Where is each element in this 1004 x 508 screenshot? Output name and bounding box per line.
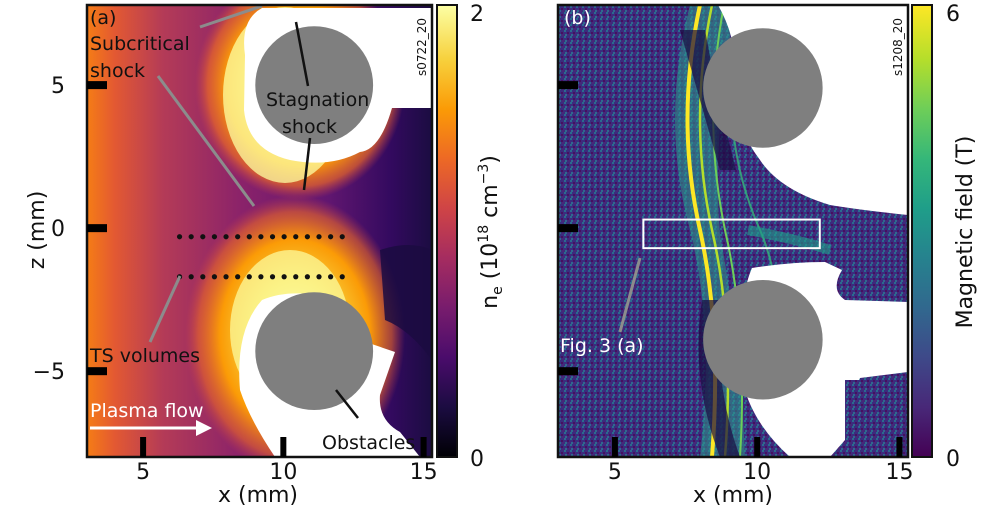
obstacles-pointer	[335, 389, 359, 419]
ts-volume-dot	[188, 234, 194, 240]
x-axis-label-a: x (mm)	[218, 483, 298, 508]
ts-volume-dot	[258, 274, 264, 280]
y-tick-mark	[87, 224, 107, 233]
x-tick-mark	[754, 437, 761, 457]
ts-volumes-label: TS volumes	[89, 345, 200, 367]
ts-volumes-pointer	[148, 275, 182, 343]
x-tick-mark	[280, 437, 287, 457]
colorbar-a-label: ne (1018 cm−3)	[476, 155, 506, 309]
x-tick-mark	[611, 437, 618, 457]
plasma-flow-label: Plasma flow	[90, 400, 204, 422]
y-axis-label: z (mm)	[25, 191, 50, 270]
ts-volume-dot	[339, 234, 345, 240]
stagnation-pointer-2	[302, 137, 312, 191]
panel-b-magnetic: (b) Fig. 3 (a) s1208_20 5 10 15 x (mm) 6 0…	[556, 2, 978, 508]
ts-volume-dot	[211, 274, 218, 280]
ts-volume-dot	[258, 234, 264, 240]
shot-id-a: s0722_20	[415, 18, 429, 76]
ts-volume-dot	[328, 274, 334, 280]
ts-volume-dot	[188, 274, 194, 280]
obstacle-top	[255, 26, 374, 145]
field-midband	[747, 225, 832, 255]
ts-volume-dot	[316, 274, 322, 280]
ts-volume-dot	[246, 234, 252, 240]
x-tick-mark	[140, 437, 147, 457]
ts-volume-dot	[281, 234, 287, 240]
y-tick-label: 5	[51, 74, 65, 99]
subcritical-label-1: Subcritical	[90, 33, 190, 55]
colorbar-a-max: 2	[470, 2, 484, 27]
subcritical-pointer-1	[199, 4, 263, 29]
x-tick-label: 5	[136, 460, 150, 485]
ts-volume-dot	[339, 274, 345, 280]
fig3a-pointer	[618, 257, 642, 333]
panel-b-label: (b)	[564, 7, 591, 29]
subcritical-pointer-2	[156, 75, 256, 207]
ts-volume-dot	[176, 234, 183, 240]
x-tick-label: 15	[410, 460, 438, 485]
ts-volume-dot	[269, 234, 276, 240]
ts-volume-dot	[200, 274, 206, 280]
stagnation-pointer-1	[294, 21, 310, 87]
x-tick-mark	[896, 437, 903, 457]
y-tick-mark	[558, 367, 578, 376]
ts-volume-dot	[293, 234, 299, 240]
colorbar-density	[436, 4, 458, 458]
x-axis-label-b: x (mm)	[693, 483, 773, 508]
x-tick-label: 15	[885, 460, 913, 485]
x-tick-label: 10	[269, 460, 297, 485]
colorbar-b-min: 0	[946, 447, 960, 472]
panel-a-label: (a)	[90, 7, 116, 29]
obstacle-top-b	[703, 28, 823, 148]
ts-volume-dot	[328, 234, 334, 240]
panel-a-ticks: 5 10 15 5 0 −5	[33, 74, 438, 485]
ts-volume-dot	[281, 274, 287, 280]
ts-volume-dot	[304, 274, 310, 280]
panel-b-ticks: 5 10 15	[558, 81, 913, 485]
subcritical-label-2: shock	[90, 60, 145, 82]
plasma-flow-arrow-head	[196, 420, 212, 436]
colorbar-a-min: 0	[470, 447, 484, 472]
colorbar-magnetic	[911, 4, 933, 458]
fig3a-region-box	[642, 218, 821, 250]
y-tick-mark	[87, 81, 107, 90]
obstacle-bottom-b	[703, 279, 823, 400]
y-tick-mark	[87, 367, 107, 376]
ts-volume-dot	[200, 234, 206, 240]
ts-volume-dot	[211, 234, 218, 240]
wake-region	[380, 245, 432, 360]
y-tick-mark	[558, 224, 578, 233]
y-tick-mark	[558, 81, 578, 90]
obstacle-bottom	[255, 292, 374, 411]
ts-volume-dot	[235, 274, 241, 280]
colorbar-b-label: Magnetic field (T)	[953, 136, 978, 329]
x-tick-label: 10	[743, 460, 771, 485]
y-tick-label: 0	[51, 217, 65, 242]
shot-id-b: s1208_20	[891, 18, 905, 76]
ts-volume-dot	[223, 234, 229, 240]
x-tick-mark	[420, 437, 427, 457]
ts-volume-dot	[235, 234, 241, 240]
obstacles-label: Obstacles	[322, 432, 415, 454]
ts-volume-dot	[246, 274, 252, 280]
fig3a-label: Fig. 3 (a)	[560, 335, 644, 357]
ts-volume-dot	[316, 234, 322, 240]
stagnation-label-1: Stagnation	[266, 89, 369, 111]
ts-volume-dot	[223, 274, 229, 280]
x-tick-label: 5	[608, 460, 622, 485]
y-tick-label: −5	[33, 360, 65, 385]
ts-volume-dot	[269, 274, 276, 280]
panel-a-density: (a) Subcritical shock Stagnation shock T…	[25, 2, 506, 508]
colorbar-b-max: 6	[946, 2, 960, 27]
stagnation-label-2: shock	[282, 116, 337, 138]
ts-volume-dot	[304, 234, 310, 240]
ts-volume-dot	[293, 274, 299, 280]
ts-volume-markers	[176, 234, 345, 280]
